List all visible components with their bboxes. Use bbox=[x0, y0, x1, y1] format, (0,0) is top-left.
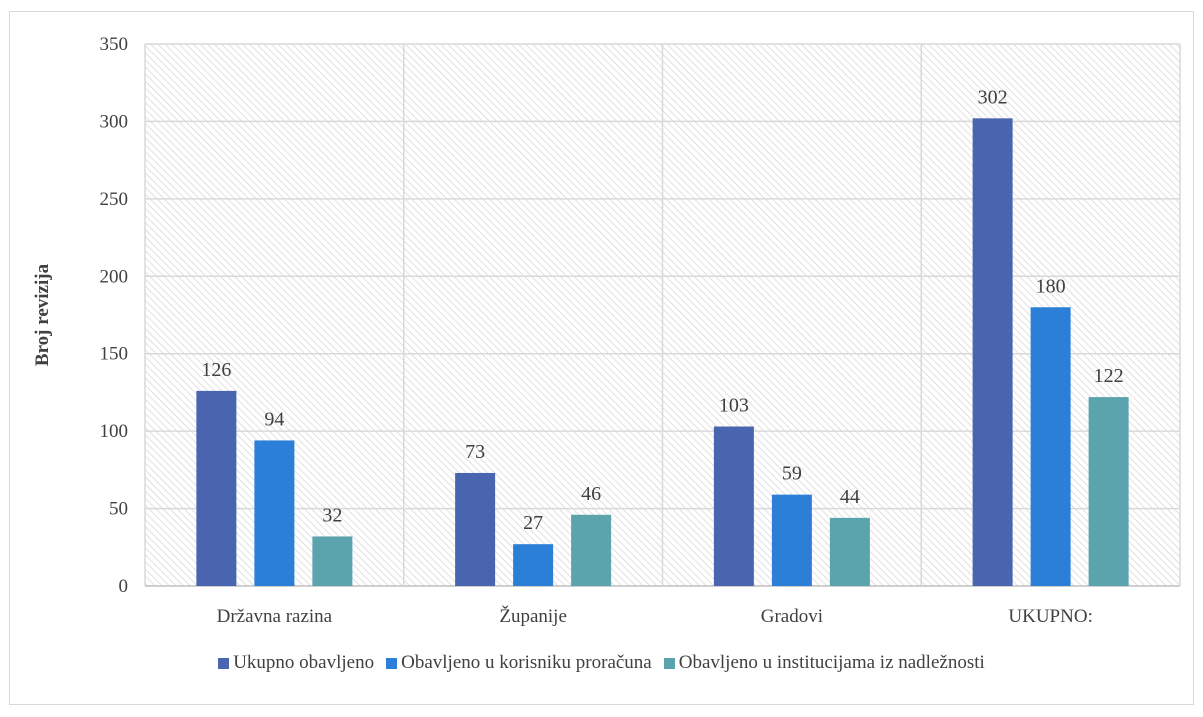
legend-item: Obavljeno u korisniku proračuna bbox=[386, 652, 652, 674]
legend-item: Obavljeno u institucijama iz nadležnosti bbox=[663, 652, 985, 674]
bar bbox=[312, 536, 353, 586]
data-label: 94 bbox=[264, 408, 284, 430]
bar bbox=[972, 118, 1013, 587]
x-axis-categories: Državna razina Županije Gradovi UKUPNO: bbox=[217, 605, 1093, 627]
data-label: 32 bbox=[322, 504, 342, 526]
bar bbox=[254, 440, 295, 586]
bars bbox=[196, 118, 1129, 587]
bar bbox=[771, 494, 812, 586]
category-label: UKUPNO: bbox=[1008, 606, 1092, 627]
bar bbox=[196, 390, 237, 586]
y-tick-label: 250 bbox=[100, 189, 129, 210]
data-label: 126 bbox=[201, 359, 231, 381]
data-label: 46 bbox=[581, 483, 601, 505]
category-label: Gradovi bbox=[761, 606, 823, 627]
legend-swatch bbox=[218, 657, 230, 669]
data-label: 180 bbox=[1036, 275, 1066, 297]
bar bbox=[829, 517, 870, 586]
y-axis-title: Broj revizija bbox=[32, 263, 53, 366]
y-tick-label: 300 bbox=[100, 111, 129, 132]
y-axis-ticks: 0 50 100 150 200 250 300 350 bbox=[100, 34, 129, 597]
data-label: 27 bbox=[523, 512, 543, 534]
legend-label: Ukupno obavljeno bbox=[233, 652, 375, 673]
legend-swatch bbox=[386, 657, 398, 669]
data-labels: 126 94 32 73 27 46 103 59 44 302 180 122 bbox=[201, 86, 1123, 534]
bar bbox=[713, 426, 754, 586]
data-label: 122 bbox=[1094, 365, 1124, 387]
y-tick-label: 350 bbox=[100, 34, 129, 55]
legend-swatch bbox=[663, 657, 675, 669]
bar bbox=[513, 544, 554, 586]
legend-label: Obavljeno u institucijama iz nadležnosti bbox=[678, 652, 985, 673]
data-label: 59 bbox=[782, 463, 802, 485]
bar bbox=[571, 514, 612, 586]
legend-label: Obavljeno u korisniku proračuna bbox=[401, 652, 652, 673]
legend-item: Ukupno obavljeno bbox=[218, 652, 374, 674]
bar bbox=[455, 472, 496, 586]
data-label: 103 bbox=[719, 394, 749, 416]
category-label: Županije bbox=[499, 605, 567, 627]
data-label: 302 bbox=[978, 86, 1008, 108]
data-label: 73 bbox=[465, 441, 485, 463]
bar bbox=[1030, 307, 1071, 586]
category-label: Državna razina bbox=[217, 606, 333, 627]
bar bbox=[1088, 397, 1129, 586]
legend: Ukupno obavljeno Obavljeno u korisniku pr… bbox=[0, 648, 1203, 678]
y-tick-label: 0 bbox=[119, 576, 129, 597]
y-tick-label: 150 bbox=[100, 344, 129, 365]
y-tick-label: 100 bbox=[100, 421, 129, 442]
y-tick-label: 200 bbox=[100, 266, 129, 287]
data-label: 44 bbox=[840, 486, 860, 508]
y-tick-label: 50 bbox=[109, 499, 128, 520]
